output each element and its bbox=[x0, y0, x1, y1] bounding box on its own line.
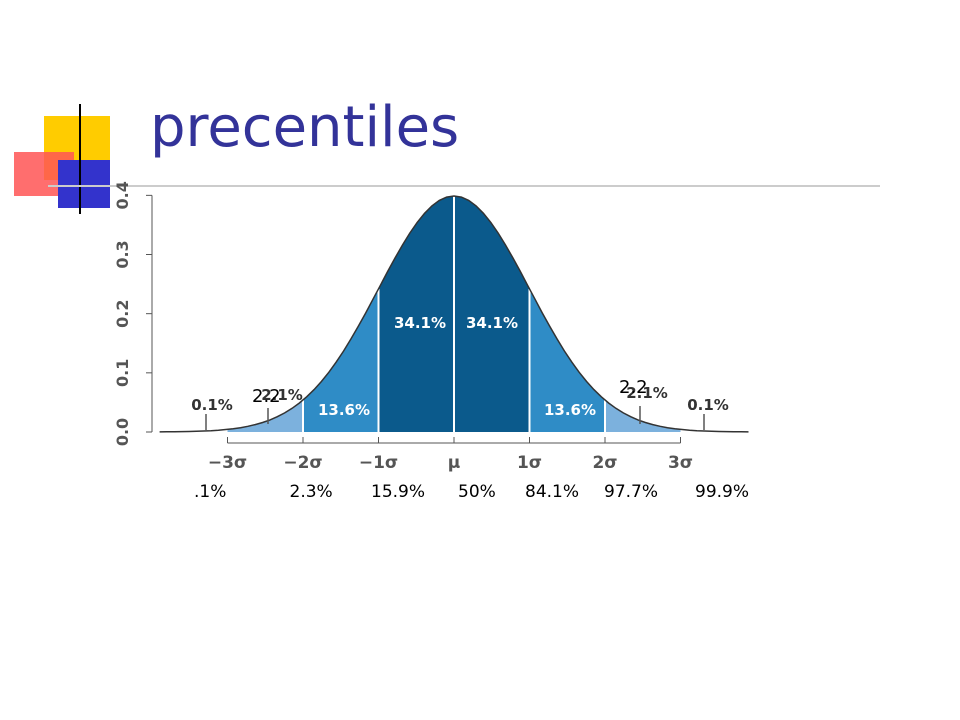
percentile-label: .1% bbox=[194, 482, 227, 502]
y-tick-label: 0.2 bbox=[113, 300, 132, 328]
region-0 bbox=[227, 400, 303, 432]
annotation-left: 2.2 bbox=[252, 386, 281, 407]
x-tick-label: −2σ bbox=[283, 453, 322, 473]
percentile-label: 99.9% bbox=[695, 482, 750, 502]
region-5 bbox=[605, 400, 681, 432]
x-tick-label: 1σ bbox=[517, 453, 542, 473]
percentile-label: 97.7% bbox=[604, 482, 659, 502]
curve-line bbox=[159, 195, 749, 433]
region-label: 2.1% bbox=[626, 384, 668, 402]
x-tick-label: −3σ bbox=[208, 453, 247, 473]
y-tick-label: 0.3 bbox=[113, 240, 132, 268]
percentile-label: 2.3% bbox=[289, 482, 333, 502]
region-label: 34.1% bbox=[466, 314, 518, 332]
deco-blue-square bbox=[58, 160, 110, 208]
tail-label-left: 0.1% bbox=[191, 396, 233, 414]
tail-label-right: 0.1% bbox=[687, 396, 729, 414]
x-tick-label: μ bbox=[448, 453, 461, 473]
title-decoration bbox=[14, 104, 880, 214]
x-tick-label: 2σ bbox=[592, 453, 617, 473]
region-label: 2.1% bbox=[261, 386, 303, 404]
y-tick-label: 0.1 bbox=[113, 359, 132, 387]
x-tick-label: 3σ bbox=[668, 453, 693, 473]
percentile-label: 50% bbox=[458, 482, 496, 502]
y-tick-label: 0.4 bbox=[113, 181, 132, 209]
region-label: 34.1% bbox=[394, 314, 446, 332]
percentile-label: 84.1% bbox=[525, 482, 580, 502]
region-label: 13.6% bbox=[318, 401, 370, 419]
annotation-right: 2.2 bbox=[619, 377, 648, 398]
slide-title: precentiles bbox=[150, 95, 460, 160]
region-label: 13.6% bbox=[544, 401, 596, 419]
percentile-label: 15.9% bbox=[371, 482, 426, 502]
x-tick-label: −1σ bbox=[359, 453, 398, 473]
y-tick-label: 0.0 bbox=[113, 418, 132, 446]
